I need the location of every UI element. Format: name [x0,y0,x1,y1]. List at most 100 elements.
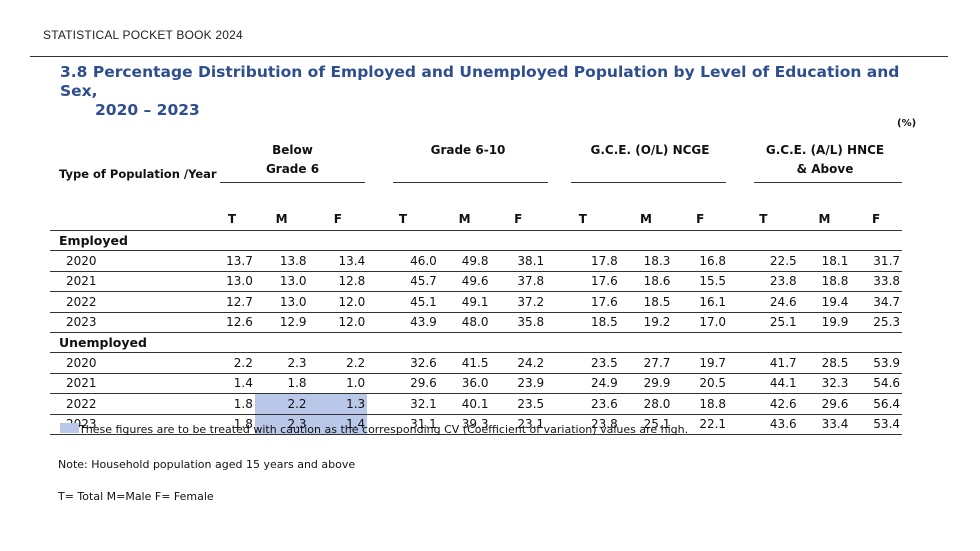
table-row: 2022 12.7 13.0 12.0 45.1 49.1 37.2 17.6 18.5 16.1… [50,291,902,311]
table-cell: 25.1 [643,417,671,432]
table-cell: 12.0 [338,315,366,330]
table-cell: 54.6 [873,376,901,391]
table-cell: 24.9 [590,376,618,391]
table-cell: 18.1 [821,254,849,269]
table-cell: 33.4 [821,417,849,432]
table-cell: 2.2 [346,356,366,371]
sub-header-t: T [398,212,408,226]
table-cell: 34.7 [873,294,901,309]
table-body: Employed 2020 13.7 13.8 13.4 46.0 49.8 38.1 17.8… [50,230,902,435]
abbreviation-key: T= Total M=Male F= Female [58,490,214,503]
table-cell: 39.3 [461,417,489,432]
table-row: 2020 2.2 2.3 2.2 32.6 41.5 24.2 23.5 27.7 19.7 41.… [50,352,902,372]
table-cell: 49.6 [461,274,489,289]
table-cell: 24.6 [769,294,797,309]
table-cell: 1.4 [308,414,368,434]
table-cell: 13.0 [279,294,307,309]
table-cell: 23.5 [590,356,618,371]
table-cell: 13.8 [279,254,307,269]
table-cell: 45.7 [410,274,437,289]
table-cell: 18.3 [643,254,671,269]
table-cell: 41.5 [461,356,489,371]
group-rule [754,182,902,183]
table-cell: 37.2 [517,294,545,309]
table-cell: 43.9 [410,315,437,330]
table-cell: 53.4 [873,417,901,432]
table-cell: 37.8 [517,274,545,289]
table-cell: 29.6 [410,376,437,391]
unit-label: (%) [897,118,917,129]
group-rule [571,182,726,183]
table-cell: 2.2 [233,356,253,371]
row-year: 2022 [66,396,97,411]
table-cell: 1.8 [287,376,307,391]
table-cell: 12.7 [226,294,253,309]
table-cell: 35.8 [517,315,545,330]
table-cell: 25.1 [769,315,797,330]
table-cell: 24.2 [517,356,545,371]
table-cell: 16.1 [699,294,727,309]
caution-swatch [60,423,79,433]
section-label: Employed [59,233,128,249]
table-cell: 17.6 [590,294,618,309]
row-year: 2020 [66,254,97,269]
table-cell: 28.0 [643,396,671,411]
table-cell: 1.4 [233,376,253,391]
footnote: Note: Household population aged 15 years… [58,458,356,471]
table-row: 2021 13.0 13.0 12.8 45.7 49.6 37.8 17.6 18.6 15.5… [50,270,902,291]
sub-header-m: M [275,212,288,226]
table-cell: 19.9 [821,315,849,330]
sub-header-m: M [458,212,471,226]
table-cell: 49.1 [461,294,489,309]
data-table: Type of Population /Year Below Grade 6 G… [50,138,902,435]
row-year: 2020 [66,356,97,371]
section-title-line1: 3.8 Percentage Distribution of Employed … [60,63,900,100]
table-cell: 17.6 [590,274,618,289]
section-title: 3.8 Percentage Distribution of Employed … [60,63,920,120]
table-cell: 23.1 [517,417,545,432]
sub-header-t: T [227,212,237,226]
section-title-line2: 2020 – 2023 [95,101,200,119]
table-cell: 1.0 [346,376,366,391]
section-header-row: Employed [50,230,902,250]
row-year: 2023 [66,315,97,330]
table-cell: 20.5 [699,376,727,391]
table-cell: 2.3 [287,356,307,371]
table-cell: 22.1 [699,417,727,432]
table-cell: 29.9 [643,376,671,391]
caution-legend: These figures are to be treated with cau… [60,423,688,436]
group-rule [220,182,365,183]
table-cell: 45.1 [410,294,437,309]
table-cell: 2.2 [254,394,309,414]
group-rule [393,182,548,183]
table-cell: 17.8 [590,254,618,269]
table-row: 2021 1.4 1.8 1.0 29.6 36.0 23.9 24.9 29.9 20.5 44.… [50,372,902,393]
table-cell: 13.0 [226,274,253,289]
table-cell: 53.9 [873,356,901,371]
table-cell: 56.4 [873,396,901,411]
row-label-header: Type of Population /Year [59,167,217,181]
table-cell: 43.6 [769,417,797,432]
group-header-grade6-10: Grade 6-10 [430,143,506,157]
row-year: 2021 [66,376,97,391]
row-year: 2022 [66,294,97,309]
table-row: 2023 1.8 2.3 1.4 31.1 39.3 23.1 23.8 25.1 22.1 43.… [50,413,902,435]
table-cell: 18.8 [699,396,727,411]
table-cell: 23.8 [590,417,618,432]
group-header-gce-ol: G.C.E. (O/L) NCGE [590,143,710,157]
header-divider [30,56,948,57]
table-row: 2020 13.7 13.8 13.4 46.0 49.8 38.1 17.8 18.3 16.8… [50,250,902,270]
caution-legend-text: These figures are to be treated with cau… [79,423,689,436]
table-cell: 12.0 [338,294,366,309]
table-cell: 1.8 [233,417,253,432]
book-title: STATISTICAL POCKET BOOK 2024 [43,28,243,42]
table-cell: 13.4 [338,254,366,269]
table-cell: 29.6 [821,396,849,411]
table-cell: 2.3 [254,414,309,434]
table-cell: 13.0 [279,274,307,289]
sub-header-f: F [333,212,342,226]
section-label: Unemployed [59,335,147,351]
table-cell: 46.0 [410,254,437,269]
sub-header-f: F [514,212,523,226]
